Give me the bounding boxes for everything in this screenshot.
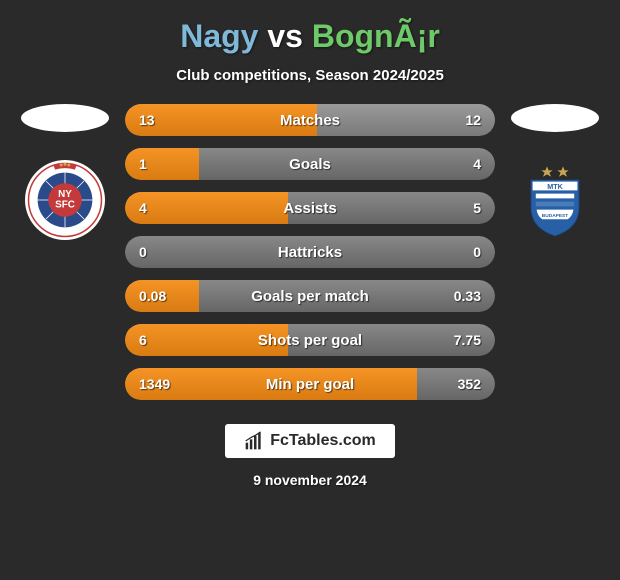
player1-avatar-placeholder bbox=[21, 104, 109, 132]
stat-bar-left bbox=[125, 148, 199, 180]
stat-row: 0.08 Goals per match 0.33 bbox=[125, 280, 495, 312]
stat-value-right: 0.33 bbox=[454, 288, 481, 304]
stat-value-right: 4 bbox=[473, 156, 481, 172]
svg-text:NY: NY bbox=[58, 189, 72, 200]
main-row: NY SFC 13 Matches 12 1 Goals 4 4 Assists 5 0 Hattr… bbox=[0, 104, 620, 400]
stat-label: Goals bbox=[289, 156, 331, 173]
stat-value-right: 7.75 bbox=[454, 332, 481, 348]
stat-value-right: 352 bbox=[458, 376, 481, 392]
stats-list: 13 Matches 12 1 Goals 4 4 Assists 5 0 Hattricks 0 0.… bbox=[125, 104, 495, 400]
stat-value-left: 6 bbox=[139, 332, 147, 348]
svg-text:MTK: MTK bbox=[547, 182, 563, 191]
chart-icon bbox=[244, 431, 264, 451]
player1-column: NY SFC bbox=[15, 104, 115, 240]
club-badge-right-icon: MTK BUDAPEST bbox=[515, 159, 595, 241]
vs-label: vs bbox=[267, 18, 303, 54]
player2-avatar-placeholder bbox=[511, 104, 599, 132]
stat-value-left: 1349 bbox=[139, 376, 170, 392]
stat-value-right: 12 bbox=[465, 112, 481, 128]
player2-name: BognÃ¡r bbox=[312, 18, 440, 54]
stat-row: 0 Hattricks 0 bbox=[125, 236, 495, 268]
stat-row: 1349 Min per goal 352 bbox=[125, 368, 495, 400]
stat-label: Goals per match bbox=[251, 288, 369, 305]
stat-value-left: 0.08 bbox=[139, 288, 166, 304]
stat-value-left: 1 bbox=[139, 156, 147, 172]
club-badge-left-icon: NY SFC bbox=[27, 162, 103, 238]
stat-value-left: 4 bbox=[139, 200, 147, 216]
stat-row: 1 Goals 4 bbox=[125, 148, 495, 180]
stat-row: 13 Matches 12 bbox=[125, 104, 495, 136]
stat-row: 6 Shots per goal 7.75 bbox=[125, 324, 495, 356]
svg-text:BUDAPEST: BUDAPEST bbox=[542, 213, 568, 219]
svg-text:SFC: SFC bbox=[55, 200, 75, 211]
stat-row: 4 Assists 5 bbox=[125, 192, 495, 224]
stat-label: Min per goal bbox=[266, 376, 354, 393]
subtitle: Club competitions, Season 2024/2025 bbox=[0, 67, 620, 84]
stat-label: Shots per goal bbox=[258, 332, 362, 349]
player2-club-badge: MTK BUDAPEST bbox=[515, 160, 595, 240]
player1-club-badge: NY SFC bbox=[25, 160, 105, 240]
date-label: 9 november 2024 bbox=[0, 472, 620, 488]
stat-label: Assists bbox=[283, 200, 336, 217]
stat-value-left: 13 bbox=[139, 112, 155, 128]
stat-label: Hattricks bbox=[278, 244, 342, 261]
stat-value-right: 5 bbox=[473, 200, 481, 216]
player2-column: MTK BUDAPEST bbox=[505, 104, 605, 240]
page-title: Nagy vs BognÃ¡r bbox=[0, 18, 620, 55]
brand-text: FcTables.com bbox=[270, 432, 376, 450]
player1-name: Nagy bbox=[180, 18, 258, 54]
brand-badge[interactable]: FcTables.com bbox=[225, 424, 395, 458]
stat-bar-left bbox=[125, 192, 288, 224]
stat-value-left: 0 bbox=[139, 244, 147, 260]
stat-value-right: 0 bbox=[473, 244, 481, 260]
stat-label: Matches bbox=[280, 112, 340, 129]
comparison-card: Nagy vs BognÃ¡r Club competitions, Seaso… bbox=[0, 0, 620, 580]
